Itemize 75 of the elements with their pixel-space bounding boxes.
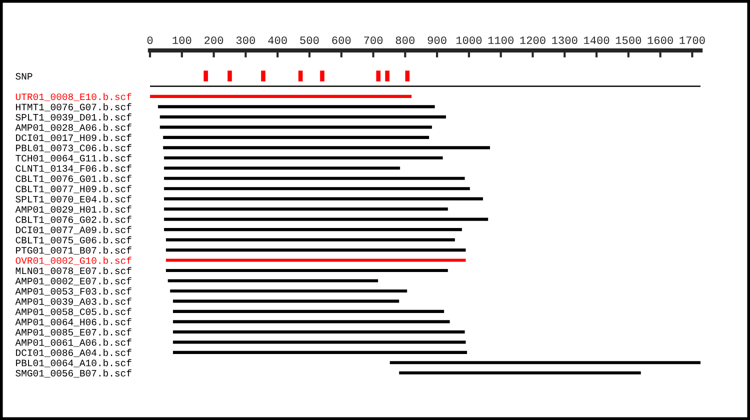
x-tick-label: 1300	[552, 36, 578, 44]
y-tick-label: DCI01_0077_A09.b.scf	[16, 226, 132, 234]
bar	[172, 310, 444, 313]
bar	[390, 361, 700, 364]
bar	[163, 146, 490, 150]
bar	[163, 136, 430, 139]
bar	[172, 350, 468, 354]
x-tick-label: 0	[147, 36, 153, 44]
y-tick-label: SPLT1_0039_D01.b.scf	[16, 113, 132, 122]
bar	[172, 330, 465, 334]
bar	[150, 94, 412, 98]
x-tick-label: 1700	[680, 36, 705, 44]
x-tick-label: 1600	[648, 36, 673, 44]
y-tick-label: SPLT1_0070_E04.b.scf	[16, 195, 132, 204]
y-tick-label: AMP01_0039_A03.b.scf	[15, 298, 132, 306]
x-tick-label: 700	[364, 36, 383, 44]
bar	[164, 166, 400, 170]
x-tick-label: 600	[332, 36, 351, 44]
y-tick-label: AMP01_0061_A06.b.scf	[15, 338, 132, 347]
bar	[172, 300, 400, 303]
y-tick-label: CBLT1_0076_G01.b.scf	[16, 174, 132, 183]
y-tick-label: PBL01_0064_A10.b.scf	[16, 359, 132, 368]
x-tick-label: 1500	[616, 36, 642, 44]
bar	[164, 228, 462, 232]
bar	[164, 197, 483, 200]
y-tick-label: PTG01_0071_B07.b.scf	[16, 246, 132, 255]
x-tick-label: 1400	[584, 36, 610, 44]
x-tick-label: 800	[396, 36, 414, 44]
y-tick-label: PBL01_0073_C06.b.scf	[16, 144, 132, 152]
bar	[164, 187, 470, 190]
bar	[160, 126, 432, 129]
y-tick-label: MLN01_0078_E07.b.scf	[16, 266, 132, 276]
y-tick-label: CBLT1_0075_G06.b.scf	[16, 236, 132, 244]
y-tick-label: DCI01_0017_H09.b.scf	[16, 134, 132, 142]
y-tick-label: DCI01_0086_A04.b.scf	[16, 348, 132, 357]
y-tick-label: SNP	[16, 73, 32, 80]
y-tick-label: AMP01_0064_H06.b.scf	[15, 318, 132, 326]
x-tick-label: 500	[300, 36, 319, 44]
x-tick-label: 100	[172, 36, 192, 44]
y-tick-label: OVR01_0002_G10.b.scf	[16, 256, 132, 265]
bar	[160, 115, 446, 118]
x-tick-label: 200	[204, 36, 224, 44]
y-tick-label: CBLT1_0077_H09.b.scf	[16, 185, 132, 194]
bar	[164, 156, 443, 160]
bar	[166, 238, 455, 242]
y-tick-label: AMP01_0002_E07.b.scf	[15, 277, 132, 286]
bar	[158, 105, 435, 108]
bar	[166, 258, 466, 262]
x-tick-label: 1000	[456, 36, 482, 44]
y-tick-label: TCH01_0064_G11.b.scf	[16, 154, 132, 162]
y-tick-label: UTR01_0008_E10.b.scf	[16, 92, 132, 102]
bar	[166, 248, 466, 252]
y-tick-label: HTMT1_0076_G07.b.scf	[16, 103, 132, 112]
y-tick-label: AMP01_0058_C05.b.scf	[15, 308, 132, 316]
bar	[166, 268, 448, 272]
bar	[170, 289, 408, 293]
y-tick-label: CLNT1_0134_F06.b.scf	[16, 164, 132, 173]
x-tick-label: 900	[428, 36, 446, 44]
y-tick-label: AMP01_0028_A06.b.scf	[15, 124, 132, 132]
x-tick-label: 300	[236, 36, 255, 44]
y-tick-label: AMP01_0085_E07.b.scf	[15, 328, 132, 336]
y-tick-label: CBLT1_0076_G02.b.scf	[16, 216, 132, 224]
bar	[172, 320, 450, 324]
bar	[172, 340, 466, 344]
bar	[164, 208, 448, 211]
y-tick-label: SMG01_0056_B07.b.scf	[16, 369, 132, 378]
bar	[168, 279, 378, 282]
x-tick-label: 400	[268, 36, 287, 44]
x-tick-label: 1100	[488, 36, 514, 44]
y-tick-label: AMP01_0053_F03.b.scf	[15, 287, 132, 296]
x-tick-label: 1200	[520, 36, 546, 44]
bar	[164, 176, 465, 180]
y-tick-label: AMP01_0029_H01.b.scf	[15, 206, 132, 214]
bar	[164, 218, 488, 221]
bar	[399, 371, 641, 374]
